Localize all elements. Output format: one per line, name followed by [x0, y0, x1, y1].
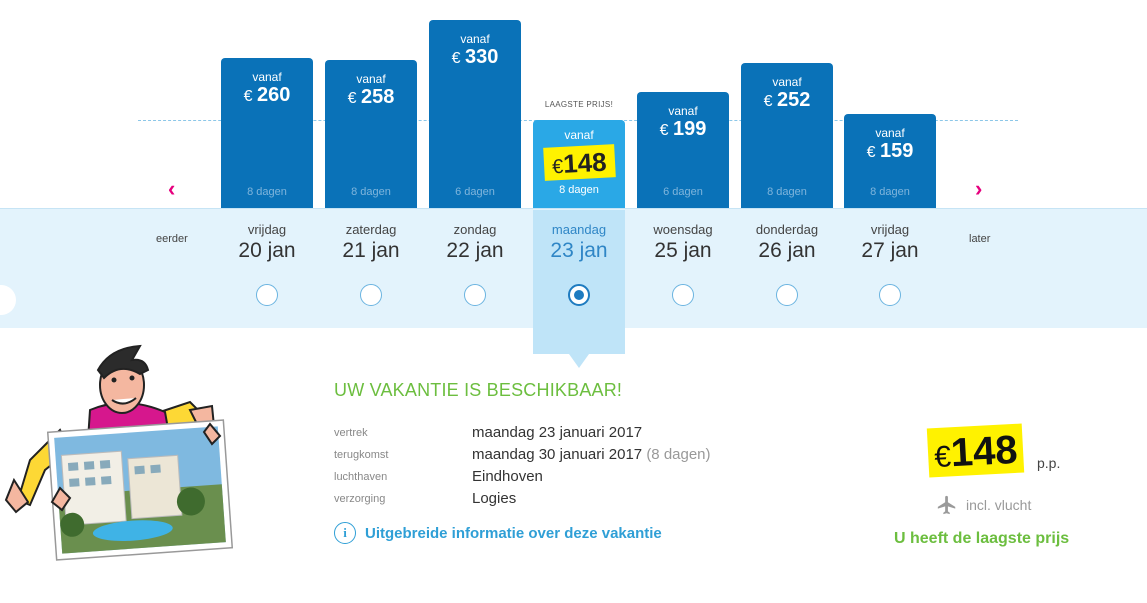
- bar-price: € 199: [659, 118, 707, 140]
- price-summary: €148 p.p. incl. vlucht U heeft de laagst…: [880, 420, 1100, 560]
- bar-from-label: vanaf: [356, 72, 386, 86]
- bar-duration: 8 dagen: [559, 184, 599, 196]
- lowest-price-message: U heeft de laagste prijs: [894, 530, 1070, 547]
- weekday-label: maandag: [551, 222, 607, 237]
- price-bar-1[interactable]: vanaf € 260 8 dagen: [221, 58, 313, 208]
- date-radio[interactable]: [568, 284, 590, 306]
- detail-row-return: terugkomst maandag 30 januari 2017 (8 da…: [334, 446, 854, 468]
- bar-from-label: vanaf: [252, 70, 282, 84]
- date-radio[interactable]: [256, 284, 278, 306]
- bar-price: € 258: [347, 86, 395, 108]
- total-price-highlight: €148: [926, 423, 1025, 478]
- date-label: 22 jan: [446, 239, 504, 262]
- weekday-label: woensdag: [653, 222, 713, 237]
- bar-from-label: vanaf: [772, 75, 802, 89]
- date-label: 23 jan: [550, 239, 608, 262]
- more-info-label: Uitgebreide informatie over deze vakanti…: [365, 524, 662, 542]
- date-label: 27 jan: [861, 239, 919, 262]
- date-label: 21 jan: [342, 239, 400, 262]
- bar-price: € 260: [243, 84, 291, 106]
- detail-row-departure: vertrek maandag 23 januari 2017: [334, 424, 854, 446]
- date-option-4[interactable]: maandag 23 jan: [533, 210, 625, 354]
- price-bar-2[interactable]: vanaf € 258 8 dagen: [325, 60, 417, 208]
- detail-value: maandag 23 januari 2017: [472, 424, 643, 441]
- date-option-1[interactable]: vrijdag 20 jan: [221, 210, 313, 306]
- earlier-link[interactable]: eerder: [156, 233, 188, 245]
- more-info-link[interactable]: i Uitgebreide informatie over deze vakan…: [334, 522, 662, 544]
- price-bar-4[interactable]: vanaf €148 8 dagen: [533, 120, 625, 208]
- bar-duration: 8 dagen: [247, 186, 287, 198]
- hero-illustration: [0, 340, 260, 600]
- detail-row-board: verzorging Logies: [334, 490, 854, 512]
- later-link[interactable]: later: [969, 233, 991, 245]
- info-circle-icon: i: [334, 522, 356, 544]
- bar-from-label: vanaf: [460, 32, 490, 46]
- bar-duration: 8 dagen: [351, 186, 391, 198]
- price-bar-7[interactable]: vanaf € 159 8 dagen: [844, 114, 936, 208]
- bar-duration: 8 dagen: [870, 186, 910, 198]
- bar-price: €148: [542, 144, 616, 181]
- detail-label: vertrek: [334, 427, 368, 439]
- date-radio[interactable]: [672, 284, 694, 306]
- bar-from-label: vanaf: [564, 128, 594, 142]
- chevron-right-icon[interactable]: ›: [975, 176, 983, 201]
- price-bar-6[interactable]: vanaf € 252 8 dagen: [741, 63, 833, 208]
- vacation-details: UW VAKANTIE IS BESCHIKBAAR! vertrek maan…: [334, 380, 854, 544]
- bar-price: € 252: [763, 89, 811, 111]
- date-option-6[interactable]: donderdag 26 jan: [741, 210, 833, 306]
- weekday-label: zaterdag: [345, 222, 397, 237]
- date-radio[interactable]: [776, 284, 798, 306]
- availability-title: UW VAKANTIE IS BESCHIKBAAR!: [334, 380, 623, 400]
- total-price: 148: [949, 427, 1019, 476]
- band-decoration: [0, 285, 16, 315]
- date-radio[interactable]: [464, 284, 486, 306]
- bar-from-label: vanaf: [668, 104, 698, 118]
- weekday-label: zondag: [453, 222, 497, 237]
- chevron-left-icon[interactable]: ‹: [168, 176, 176, 201]
- currency-symbol: €: [933, 440, 952, 475]
- bar-from-label: vanaf: [875, 126, 905, 140]
- date-radio[interactable]: [360, 284, 382, 306]
- bar-duration: 6 dagen: [455, 186, 495, 198]
- weekday-label: vrijdag: [247, 222, 287, 237]
- price-calendar: LAAGSTE PRIJS! vanaf € 260 8 dagen vanaf € 2…: [0, 20, 1147, 368]
- date-radio[interactable]: [879, 284, 901, 306]
- detail-value: Logies: [472, 490, 517, 507]
- bar-price: € 330: [451, 46, 499, 68]
- selected-date-pointer: [569, 354, 589, 368]
- date-option-2[interactable]: zaterdag 21 jan: [325, 210, 417, 306]
- detail-label: terugkomst: [334, 449, 389, 461]
- weekday-label: vrijdag: [870, 222, 910, 237]
- bar-price: € 159: [866, 140, 914, 162]
- date-label: 25 jan: [654, 239, 712, 262]
- detail-label: luchthaven: [334, 471, 388, 483]
- bar-duration: 8 dagen: [767, 186, 807, 198]
- character-holding-hotel-photo: [4, 344, 234, 561]
- lowest-price-label: LAAGSTE PRIJS!: [544, 100, 614, 109]
- detail-value: maandag 30 januari 2017 (8 dagen): [472, 446, 711, 463]
- flight-included: incl. vlucht: [936, 494, 1031, 516]
- date-option-3[interactable]: zondag 22 jan: [429, 210, 521, 306]
- date-option-7[interactable]: vrijdag 27 jan: [844, 210, 936, 306]
- detail-row-airport: luchthaven Eindhoven: [334, 468, 854, 490]
- bar-duration: 6 dagen: [663, 186, 703, 198]
- detail-label: verzorging: [334, 493, 386, 505]
- per-person-label: p.p.: [1037, 455, 1061, 471]
- date-option-5[interactable]: woensdag 25 jan: [637, 210, 729, 306]
- date-label: 20 jan: [238, 239, 296, 262]
- detail-value: Eindhoven: [472, 468, 543, 485]
- airplane-icon: [937, 495, 956, 515]
- flight-label: incl. vlucht: [966, 497, 1032, 513]
- price-bar-3[interactable]: vanaf € 330 6 dagen: [429, 20, 521, 208]
- weekday-label: donderdag: [755, 222, 819, 237]
- date-label: 26 jan: [758, 239, 816, 262]
- duration-note: (8 dagen): [646, 446, 711, 463]
- price-bar-5[interactable]: vanaf € 199 6 dagen: [637, 92, 729, 208]
